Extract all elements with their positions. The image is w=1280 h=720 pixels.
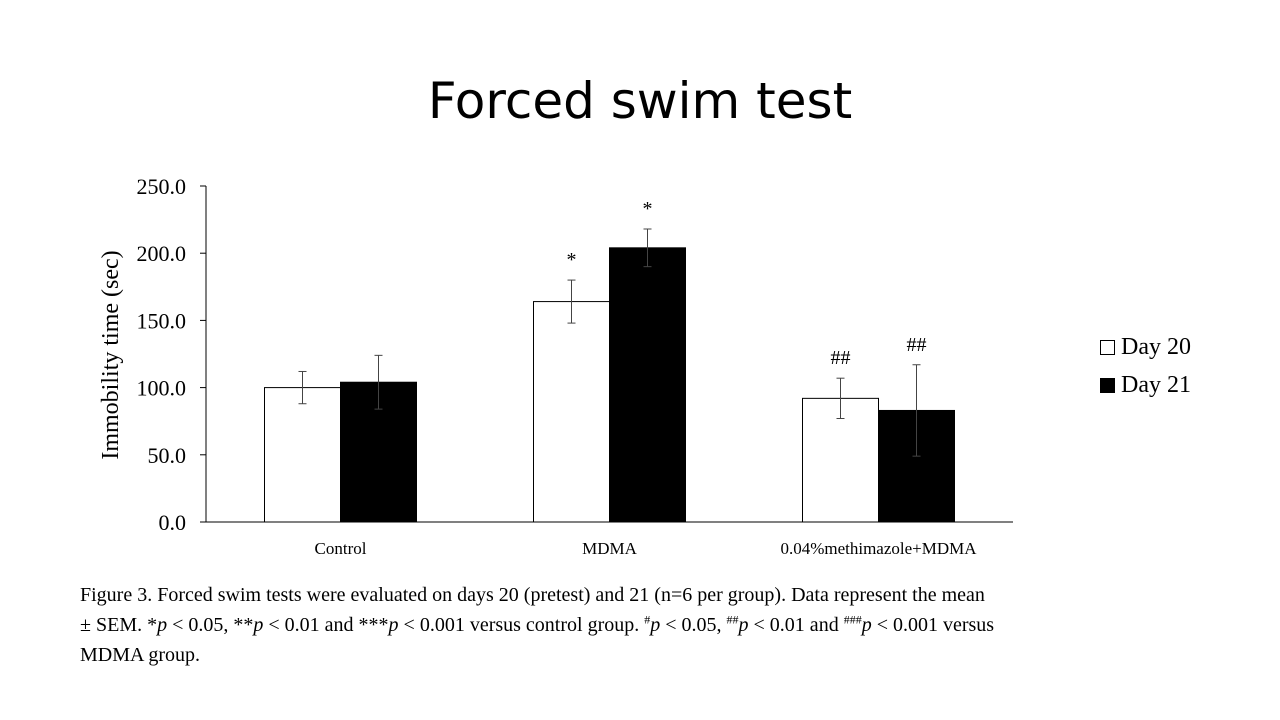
caption-text: < 0.05, <box>660 614 727 636</box>
legend-label: Day 20 <box>1121 333 1191 360</box>
caption-sup: # <box>644 612 651 627</box>
caption-p: p <box>253 614 264 636</box>
caption-sup: ### <box>843 612 862 627</box>
y-tick-label: 200.0 <box>137 241 187 266</box>
legend: Day 20 Day 21 <box>1100 328 1191 404</box>
y-tick-label: 0.0 <box>159 510 187 535</box>
caption-line-1: Figure 3. Forced swim tests were evaluat… <box>80 584 985 606</box>
caption-p: p <box>388 614 399 636</box>
bar <box>609 247 686 523</box>
caption-p: p <box>157 614 168 636</box>
significance-label: * <box>567 249 577 271</box>
slide-title: Forced swim test <box>427 72 853 130</box>
y-tick-label: 50.0 <box>148 443 187 468</box>
legend-item-day-21: Day 21 <box>1100 366 1191 404</box>
caption-text: < 0.01 and <box>748 614 844 636</box>
significance-label: * <box>643 198 653 220</box>
bar <box>264 387 341 523</box>
bar <box>533 301 610 523</box>
caption-text: < 0.01 and *** <box>263 614 389 636</box>
legend-swatch-day-21 <box>1100 377 1115 393</box>
caption-text: < 0.05, ** <box>167 614 254 636</box>
caption-sup: ## <box>726 612 739 627</box>
y-axis-label: Immobility time (sec) <box>98 250 124 459</box>
legend-label: Day 21 <box>1121 371 1191 398</box>
caption-text: ± SEM. * <box>80 614 158 636</box>
significance-label: ## <box>907 334 927 356</box>
caption-p: p <box>738 614 749 636</box>
legend-item-day-20: Day 20 <box>1100 328 1191 366</box>
x-tick-label: Control <box>315 539 367 558</box>
x-axis-labels: Control MDMA 0.04%methimazole+MDMA <box>315 539 978 558</box>
caption-text: < 0.001 versus control group. <box>398 614 645 636</box>
x-tick-label: 0.04%methimazole+MDMA <box>780 539 977 558</box>
y-tick-label: 100.0 <box>137 376 187 401</box>
caption-p: p <box>650 614 661 636</box>
caption-p: p <box>861 614 872 636</box>
caption-text: < 0.001 versus <box>871 614 995 636</box>
bars: * * ## ## <box>264 198 955 523</box>
y-tick-label: 250.0 <box>137 174 187 199</box>
y-tick-label: 150.0 <box>137 308 187 333</box>
caption-line-3: MDMA group. <box>80 644 201 666</box>
significance-label: ## <box>831 347 851 369</box>
figure-caption: Figure 3. Forced swim tests were evaluat… <box>80 580 1220 670</box>
x-tick-label: MDMA <box>582 539 638 558</box>
legend-swatch-day-20 <box>1100 339 1115 355</box>
